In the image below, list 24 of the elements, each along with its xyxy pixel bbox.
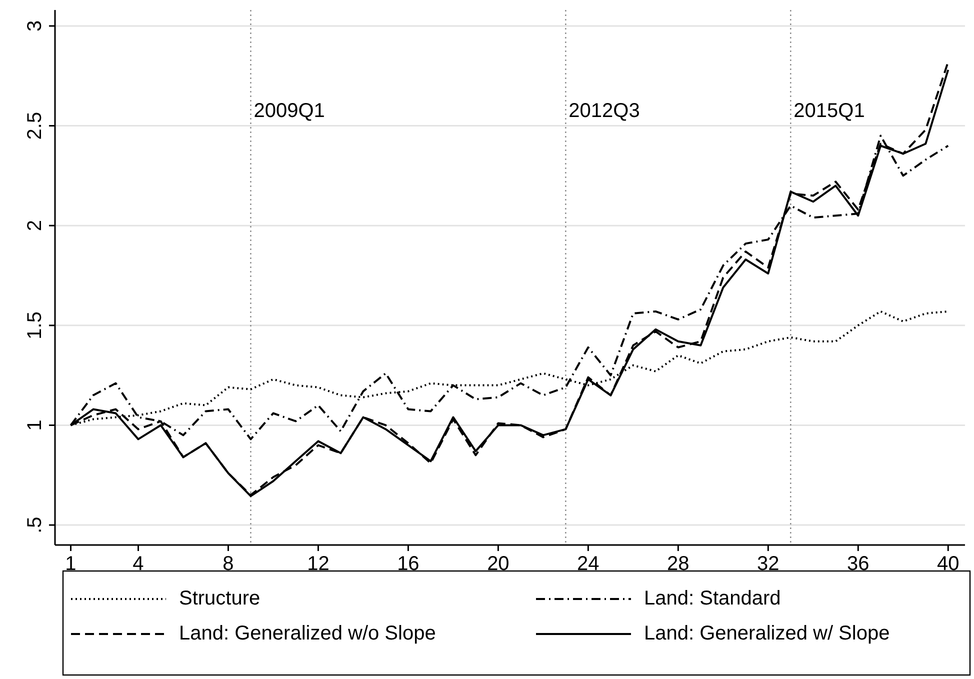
x-tick-label: 8	[222, 553, 234, 575]
legend-label: Land: Generalized w/o Slope	[179, 622, 436, 644]
y-tick-label: 3	[24, 20, 46, 32]
y-tick-label: 2.5	[24, 112, 46, 140]
legend-label: Land: Generalized w/ Slope	[644, 622, 890, 644]
x-tick-label: 28	[667, 553, 690, 575]
ref-line-label: 2015Q1	[794, 100, 865, 122]
x-tick-label: 32	[757, 553, 780, 575]
y-tick-label: .5	[24, 516, 46, 534]
x-tick-label: 20	[487, 553, 510, 575]
y-tick-label: 1	[24, 420, 46, 431]
x-tick-label: 40	[937, 553, 960, 575]
x-tick-label: 4	[132, 553, 144, 575]
x-tick-label: 1	[65, 553, 76, 575]
x-tick-label: 36	[847, 553, 870, 575]
x-tick-label: 16	[397, 553, 420, 575]
x-tick-label: 24	[577, 553, 600, 575]
ref-line-label: 2012Q3	[568, 100, 640, 122]
x-tick-label: 12	[307, 553, 330, 575]
y-tick-label: 1.5	[24, 312, 46, 340]
y-tick-label: 2	[24, 220, 46, 232]
ref-line-label: 2009Q1	[254, 100, 325, 122]
legend-label: Land: Standard	[644, 587, 781, 610]
legend-label: Structure	[179, 587, 260, 610]
